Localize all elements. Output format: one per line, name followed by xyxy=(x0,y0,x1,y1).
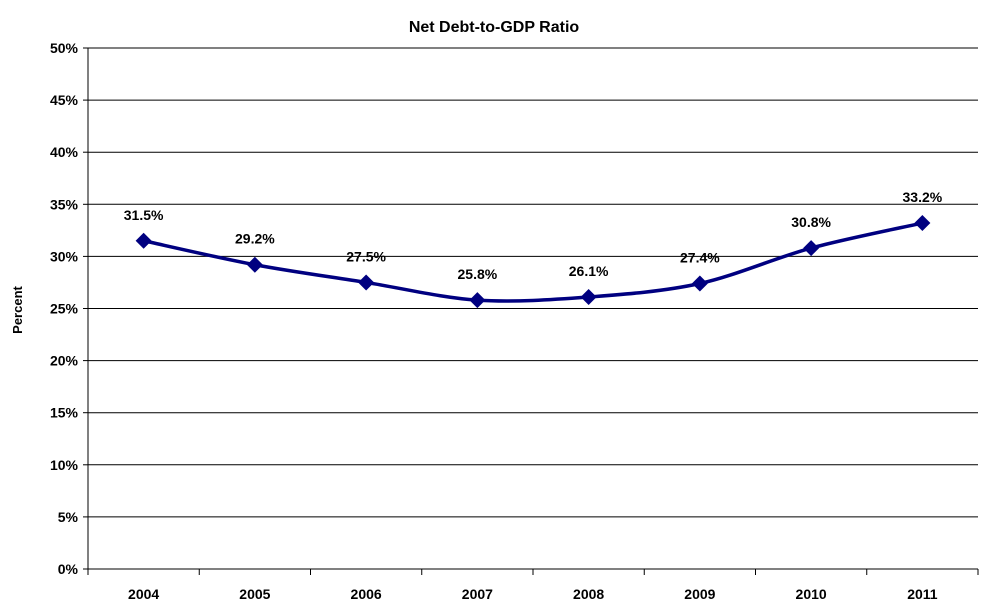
y-tick-label: 25% xyxy=(50,301,79,317)
x-tick-label: 2011 xyxy=(907,586,938,602)
data-point-marker xyxy=(135,232,152,249)
y-tick-label: 30% xyxy=(50,248,79,264)
data-label: 31.5% xyxy=(124,207,164,223)
x-axis: 2004 2005 2006 2007 2008 2009 2010 2011 xyxy=(87,48,979,602)
data-label: 25.8% xyxy=(458,266,498,282)
gridlines xyxy=(88,47,978,518)
y-axis-label: Percent xyxy=(10,285,25,333)
data-label: 26.1% xyxy=(569,263,609,279)
data-point-marker xyxy=(358,274,375,291)
y-tick-label: 50% xyxy=(50,40,79,56)
data-point-marker xyxy=(246,256,263,273)
x-tick-label: 2004 xyxy=(128,586,159,602)
y-axis-ticks: 0% 5% 10% 15% 20% 25% 30% 35% 40% 45% 50% xyxy=(50,40,88,577)
data-label: 33.2% xyxy=(903,189,943,205)
series: 31.5% 29.2% 27.5% 25.8% 26.1% 27.4% 30.8% 33.2% xyxy=(124,189,943,309)
x-tick-label: 2006 xyxy=(351,586,382,602)
data-point-marker xyxy=(691,275,708,292)
y-tick-label: 40% xyxy=(50,144,79,160)
data-point-marker xyxy=(914,215,931,232)
data-point-marker xyxy=(580,289,597,306)
y-tick-label: 20% xyxy=(50,353,79,369)
y-tick-label: 10% xyxy=(50,457,79,473)
x-tick-label: 2007 xyxy=(462,586,493,602)
data-label: 29.2% xyxy=(235,231,275,247)
data-point-marker xyxy=(803,240,820,257)
y-tick-label: 0% xyxy=(58,561,79,577)
y-tick-label: 5% xyxy=(58,509,79,525)
x-tick-label: 2010 xyxy=(796,586,827,602)
y-tick-label: 35% xyxy=(50,196,79,212)
data-label: 30.8% xyxy=(791,214,831,230)
y-tick-label: 15% xyxy=(50,405,79,421)
data-label: 27.4% xyxy=(680,249,720,265)
x-tick-label: 2009 xyxy=(684,586,715,602)
data-label: 27.5% xyxy=(346,248,386,264)
x-tick-label: 2008 xyxy=(573,586,604,602)
x-tick-label: 2005 xyxy=(239,586,270,602)
series-line xyxy=(143,221,923,303)
chart-title: Net Debt-to-GDP Ratio xyxy=(409,19,580,36)
data-point-marker xyxy=(469,292,486,309)
y-tick-label: 45% xyxy=(50,92,79,108)
